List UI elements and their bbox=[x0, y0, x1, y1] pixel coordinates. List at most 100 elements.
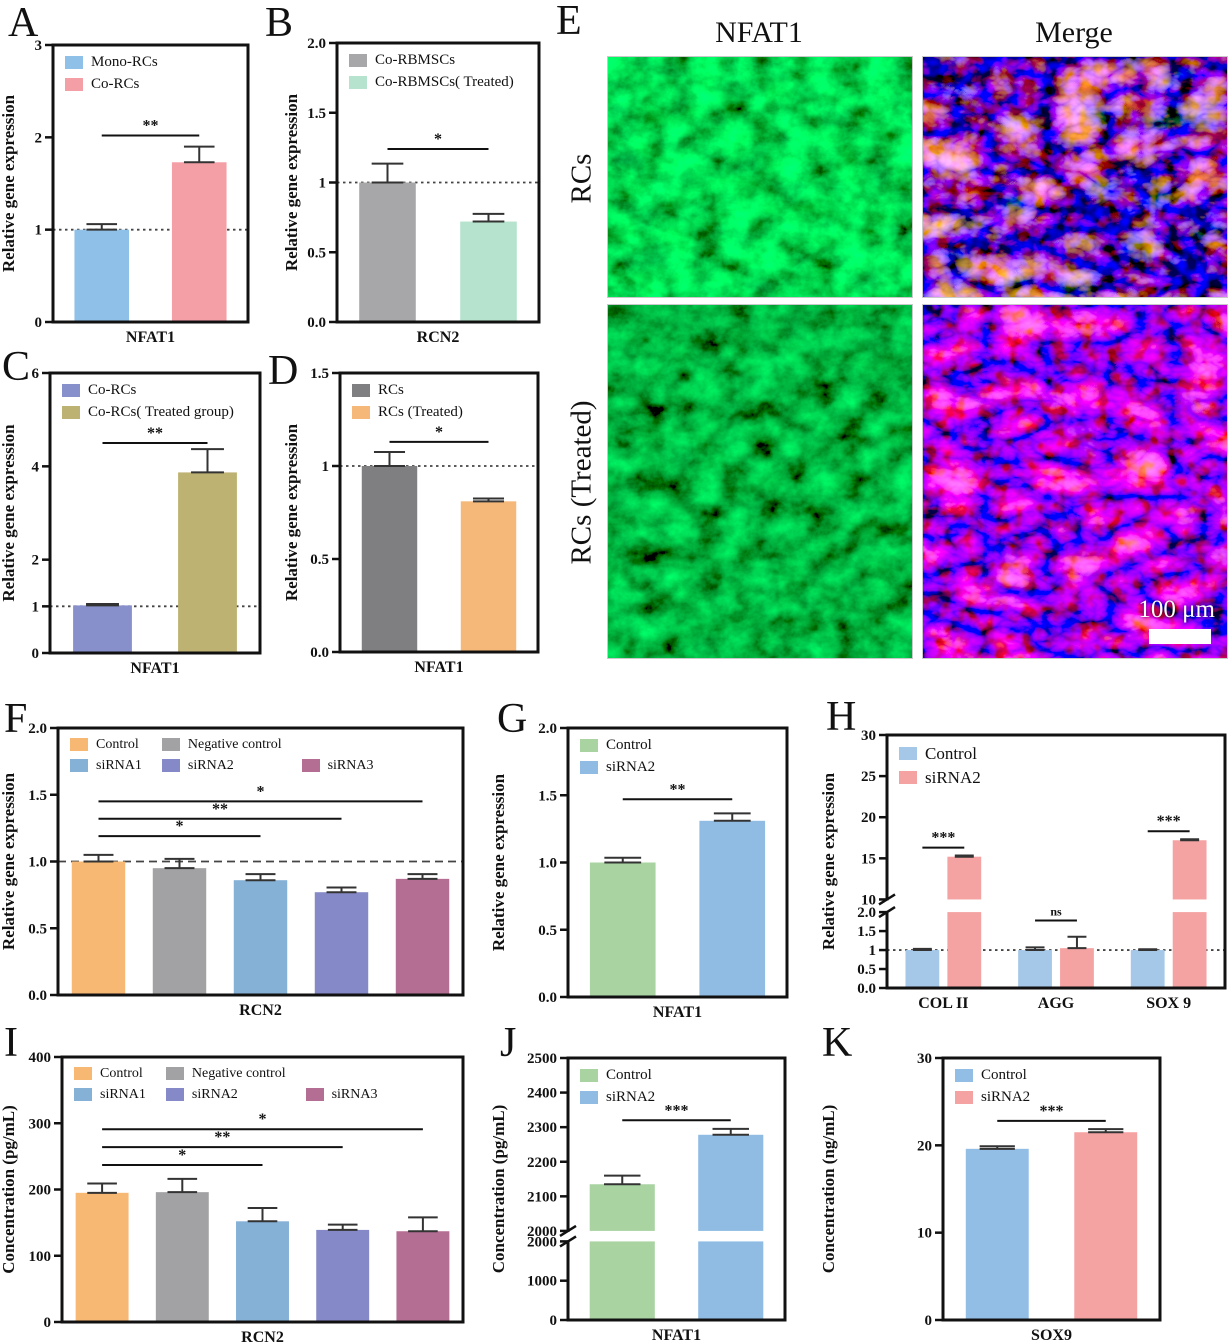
legend-swatch bbox=[161, 758, 180, 772]
y-tick-label: 1 bbox=[869, 943, 877, 959]
y-tick-label: 20 bbox=[861, 810, 876, 826]
panel-letter-c: C bbox=[2, 344, 31, 390]
bar bbox=[314, 892, 369, 995]
legend-entry: Mono-RCs bbox=[65, 53, 158, 72]
y-tick-label: 30 bbox=[861, 728, 876, 744]
legend-label: Control bbox=[925, 744, 977, 763]
significance-label: *** bbox=[1040, 1103, 1064, 1120]
bar bbox=[460, 501, 517, 652]
significance-label: * bbox=[257, 783, 265, 800]
axis-break-mask bbox=[565, 1231, 571, 1241]
y-axis-title: Concentration (pg/mL) bbox=[490, 1105, 508, 1274]
y-tick-label: 1.0 bbox=[538, 856, 557, 872]
legend-swatch bbox=[165, 1087, 184, 1101]
bar bbox=[359, 182, 416, 322]
y-axis-title: Concentration (ng/mL) bbox=[820, 1105, 838, 1274]
legend-swatch bbox=[349, 75, 367, 89]
y-axis-title: Relative gene expression bbox=[283, 423, 301, 601]
chart-panel-c: 0 1 2 4 6 Relative gene expression NFAT1 ** Co-R… bbox=[0, 348, 265, 690]
chart-legend: Co-RCs Co-RCs( Treated group) bbox=[62, 381, 234, 422]
legend-entry: siRNA3 bbox=[301, 757, 374, 775]
legend-swatch bbox=[161, 738, 180, 752]
x-category-label: NFAT1 bbox=[126, 329, 175, 346]
y-axis-title: Relative gene expression bbox=[490, 773, 508, 951]
legend-label: Mono-RCs bbox=[91, 54, 158, 70]
micrograph-rcs-treated-nfat1 bbox=[607, 304, 913, 659]
bar bbox=[589, 1184, 655, 1231]
y-tick-label: 2.0 bbox=[857, 905, 876, 921]
legend-label: siRNA3 bbox=[327, 757, 374, 773]
legend-label: siRNA2 bbox=[606, 758, 656, 775]
panel-letter-e: E bbox=[556, 0, 582, 44]
y-tick-label: 1 bbox=[322, 459, 330, 475]
legend-entry: siRNA2 bbox=[161, 757, 282, 775]
legend-label: RCs (Treated) bbox=[378, 403, 463, 420]
chart-panel-i: 0 100 200 300 400 Concentration (pg/mL) RCN2 * *… bbox=[0, 1020, 480, 1344]
y-axis-title: Concentration (pg/mL) bbox=[0, 1105, 18, 1274]
legend-swatch bbox=[165, 1067, 184, 1081]
panel-letter-k: K bbox=[822, 1020, 853, 1066]
bar bbox=[1172, 840, 1207, 900]
legend-swatch bbox=[65, 55, 83, 69]
y-tick-label: 1.5 bbox=[28, 788, 47, 804]
y-tick-label: 30 bbox=[917, 1051, 932, 1067]
chart-panel-d: 0.0 0.5 1 1.5 Relative gene expression NFAT1 *… bbox=[283, 348, 545, 690]
panel-letter-a: A bbox=[8, 0, 39, 46]
legend-label: Negative control bbox=[187, 737, 282, 752]
significance-label: *** bbox=[931, 830, 955, 847]
y-tick-label: 1.5 bbox=[857, 924, 876, 940]
legend-label: Co-RBMSCs bbox=[375, 52, 456, 68]
legend-label: Control bbox=[981, 1067, 1027, 1083]
chart-panel-g: 0.0 0.5 1.0 1.5 2.0 Relative gene expression N… bbox=[490, 695, 820, 1030]
legend-entry: RCs bbox=[352, 381, 463, 400]
chart-svg: 0.0 0.5 1.0 1.5 2.0 Relative gene expression R… bbox=[0, 721, 465, 1019]
chart-panel-h: 0.0 0.5 1 1.5 2.0 10 15 20 25 30 Relative gene exp… bbox=[820, 695, 1231, 1030]
y-tick-label: 300 bbox=[29, 1116, 52, 1132]
micrograph-row-label-rcs: RCs bbox=[565, 153, 598, 204]
bar bbox=[589, 862, 656, 997]
y-tick-label: 0.5 bbox=[310, 552, 329, 568]
y-tick-label: 2 bbox=[35, 130, 43, 146]
significance-label: ns bbox=[1050, 904, 1062, 918]
y-tick-label: 2.0 bbox=[307, 36, 326, 52]
significance-label: *** bbox=[665, 1102, 689, 1119]
y-axis-title: Relative gene expression bbox=[0, 94, 18, 272]
chart-panel-f: 0.0 0.5 1.0 1.5 2.0 Relative gene expression R… bbox=[0, 695, 480, 1030]
x-category-label: AGG bbox=[1038, 995, 1075, 1012]
plot-frame bbox=[885, 733, 1227, 990]
legend-label: siRNA2 bbox=[606, 1088, 656, 1105]
x-category-label: NFAT1 bbox=[130, 660, 179, 677]
y-tick-label: 2300 bbox=[527, 1120, 557, 1136]
legend-label: Co-RCs bbox=[88, 382, 137, 398]
y-tick-label: 2.0 bbox=[28, 721, 47, 737]
legend-label: siRNA1 bbox=[100, 1086, 146, 1102]
legend-swatch bbox=[580, 1068, 598, 1082]
chart-legend: Control Negative control siRNA1 siRNA2 siRNA… bbox=[70, 736, 374, 774]
y-tick-label: 2 bbox=[32, 553, 40, 569]
bar bbox=[1018, 950, 1052, 988]
micrograph-rcs-treated-merge: 100 μm bbox=[922, 304, 1228, 659]
legend-entry: siRNA2 bbox=[899, 767, 981, 788]
bar bbox=[73, 605, 132, 653]
y-tick-label: 0.0 bbox=[28, 988, 47, 1004]
legend-label: Co-RCs bbox=[91, 75, 140, 92]
bar bbox=[155, 1192, 209, 1322]
legend-swatch bbox=[74, 1067, 92, 1081]
y-tick-label: 1 bbox=[32, 599, 40, 615]
chart-svg: 0.0 0.5 1 1.5 2.0 Relative gene expression RCN… bbox=[283, 36, 541, 346]
chart-svg: 0 1 2 4 6 Relative gene expression NFAT1 ** bbox=[0, 366, 262, 677]
chart-legend: Control siRNA2 bbox=[955, 1066, 1030, 1107]
bar bbox=[905, 950, 940, 988]
y-tick-label: 2200 bbox=[527, 1155, 557, 1171]
y-tick-label: 1 bbox=[319, 176, 327, 192]
y-tick-label: 6 bbox=[32, 366, 40, 382]
y-tick-label: 0.0 bbox=[307, 315, 326, 331]
bar bbox=[947, 912, 982, 988]
significance-label: * bbox=[435, 424, 443, 441]
chart-legend: Control siRNA2 bbox=[899, 743, 981, 789]
bar bbox=[965, 1148, 1029, 1320]
legend-swatch bbox=[70, 738, 88, 752]
x-category-label: SOX 9 bbox=[1146, 995, 1191, 1012]
legend-label: siRNA3 bbox=[331, 1086, 378, 1102]
chart-legend: Mono-RCs Co-RCs bbox=[65, 53, 158, 94]
